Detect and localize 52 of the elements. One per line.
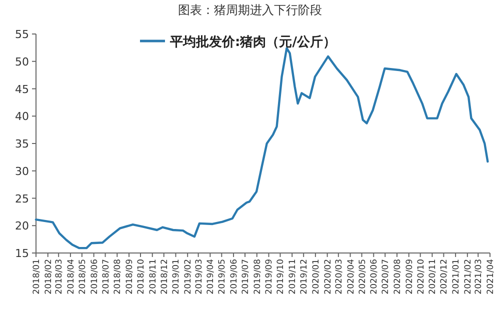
x-tick-label: 2020/12 [440,259,450,294]
x-tick-label: 2018/10 [136,259,147,294]
x-tick-label: 2020/03 [334,259,344,294]
x-tick-label: 2019/10 [276,259,286,294]
x-tick-label: 2018/09 [125,259,136,294]
x-tick-label: 2018/01 [32,259,42,294]
x-tick-label: 2020/10 [416,259,426,294]
x-tick-label: 2018/11 [148,259,158,294]
x-tick-label: 2020/05 [358,259,368,294]
y-tick-label: 35 [15,138,29,150]
x-tick-label: 2019/01 [172,259,182,294]
x-tick-label: 2019/07 [241,259,252,294]
x-tick-label: 2021/04 [486,259,496,294]
x-tick-label: 2018/04 [66,259,76,294]
x-tick-label: 2019/12 [300,259,310,294]
y-tick-label: 40 [15,110,29,124]
x-tick-label: 2021/01 [452,259,462,294]
x-tick-label: 2018/12 [160,259,170,294]
x-tick-label: 2020/07 [381,259,392,294]
y-tick-label: 20 [15,220,29,233]
x-tick-label: 2020/09 [404,259,415,294]
x-tick-label: 2020/04 [346,259,356,294]
x-tick-label: 2020/01 [311,259,322,294]
x-tick-label: 2020/06 [370,259,380,294]
x-tick-label: 2019/06 [230,259,240,294]
x-tick-label: 2018/03 [54,259,65,294]
x-tick-label: 2020/11 [428,259,438,294]
line-series [34,47,489,250]
legend-label: 平均批发价:猪肉（元/公斤） [169,34,336,50]
chart-title: 图表：猪周期进入下行阶段 [178,3,322,17]
x-tick-label: 2018/06 [90,259,100,294]
y-tick-label: 55 [15,28,29,41]
y-tick-label: 50 [15,55,29,68]
x-tick-label: 2019/11 [288,259,298,294]
x-tick-label: 2018/08 [113,259,124,294]
x-tick-label: 2019/09 [264,259,275,294]
x-tick-label: 2018/02 [44,259,54,294]
x-tick-label: 2019/05 [218,259,228,294]
x-tick-label: 2019/04 [206,259,216,294]
x-tick-label: 2019/02 [184,259,194,294]
x-tick-label: 2019/03 [194,259,204,294]
y-tick-label: 25 [15,192,29,206]
y-tick-label: 45 [15,82,29,96]
x-tick-label: 2018/07 [101,259,112,294]
y-tick-label: 15 [15,247,29,260]
x-tick-label: 2019/08 [252,259,263,294]
x-tick-label: 2021/03 [474,259,484,294]
y-tick-label: 30 [15,164,29,178]
x-tick-label: 2020/02 [323,259,334,294]
x-tick-label: 2021/02 [463,259,474,294]
x-tick-label: 2020/08 [392,259,403,294]
x-tick-label: 2018/05 [78,259,88,294]
